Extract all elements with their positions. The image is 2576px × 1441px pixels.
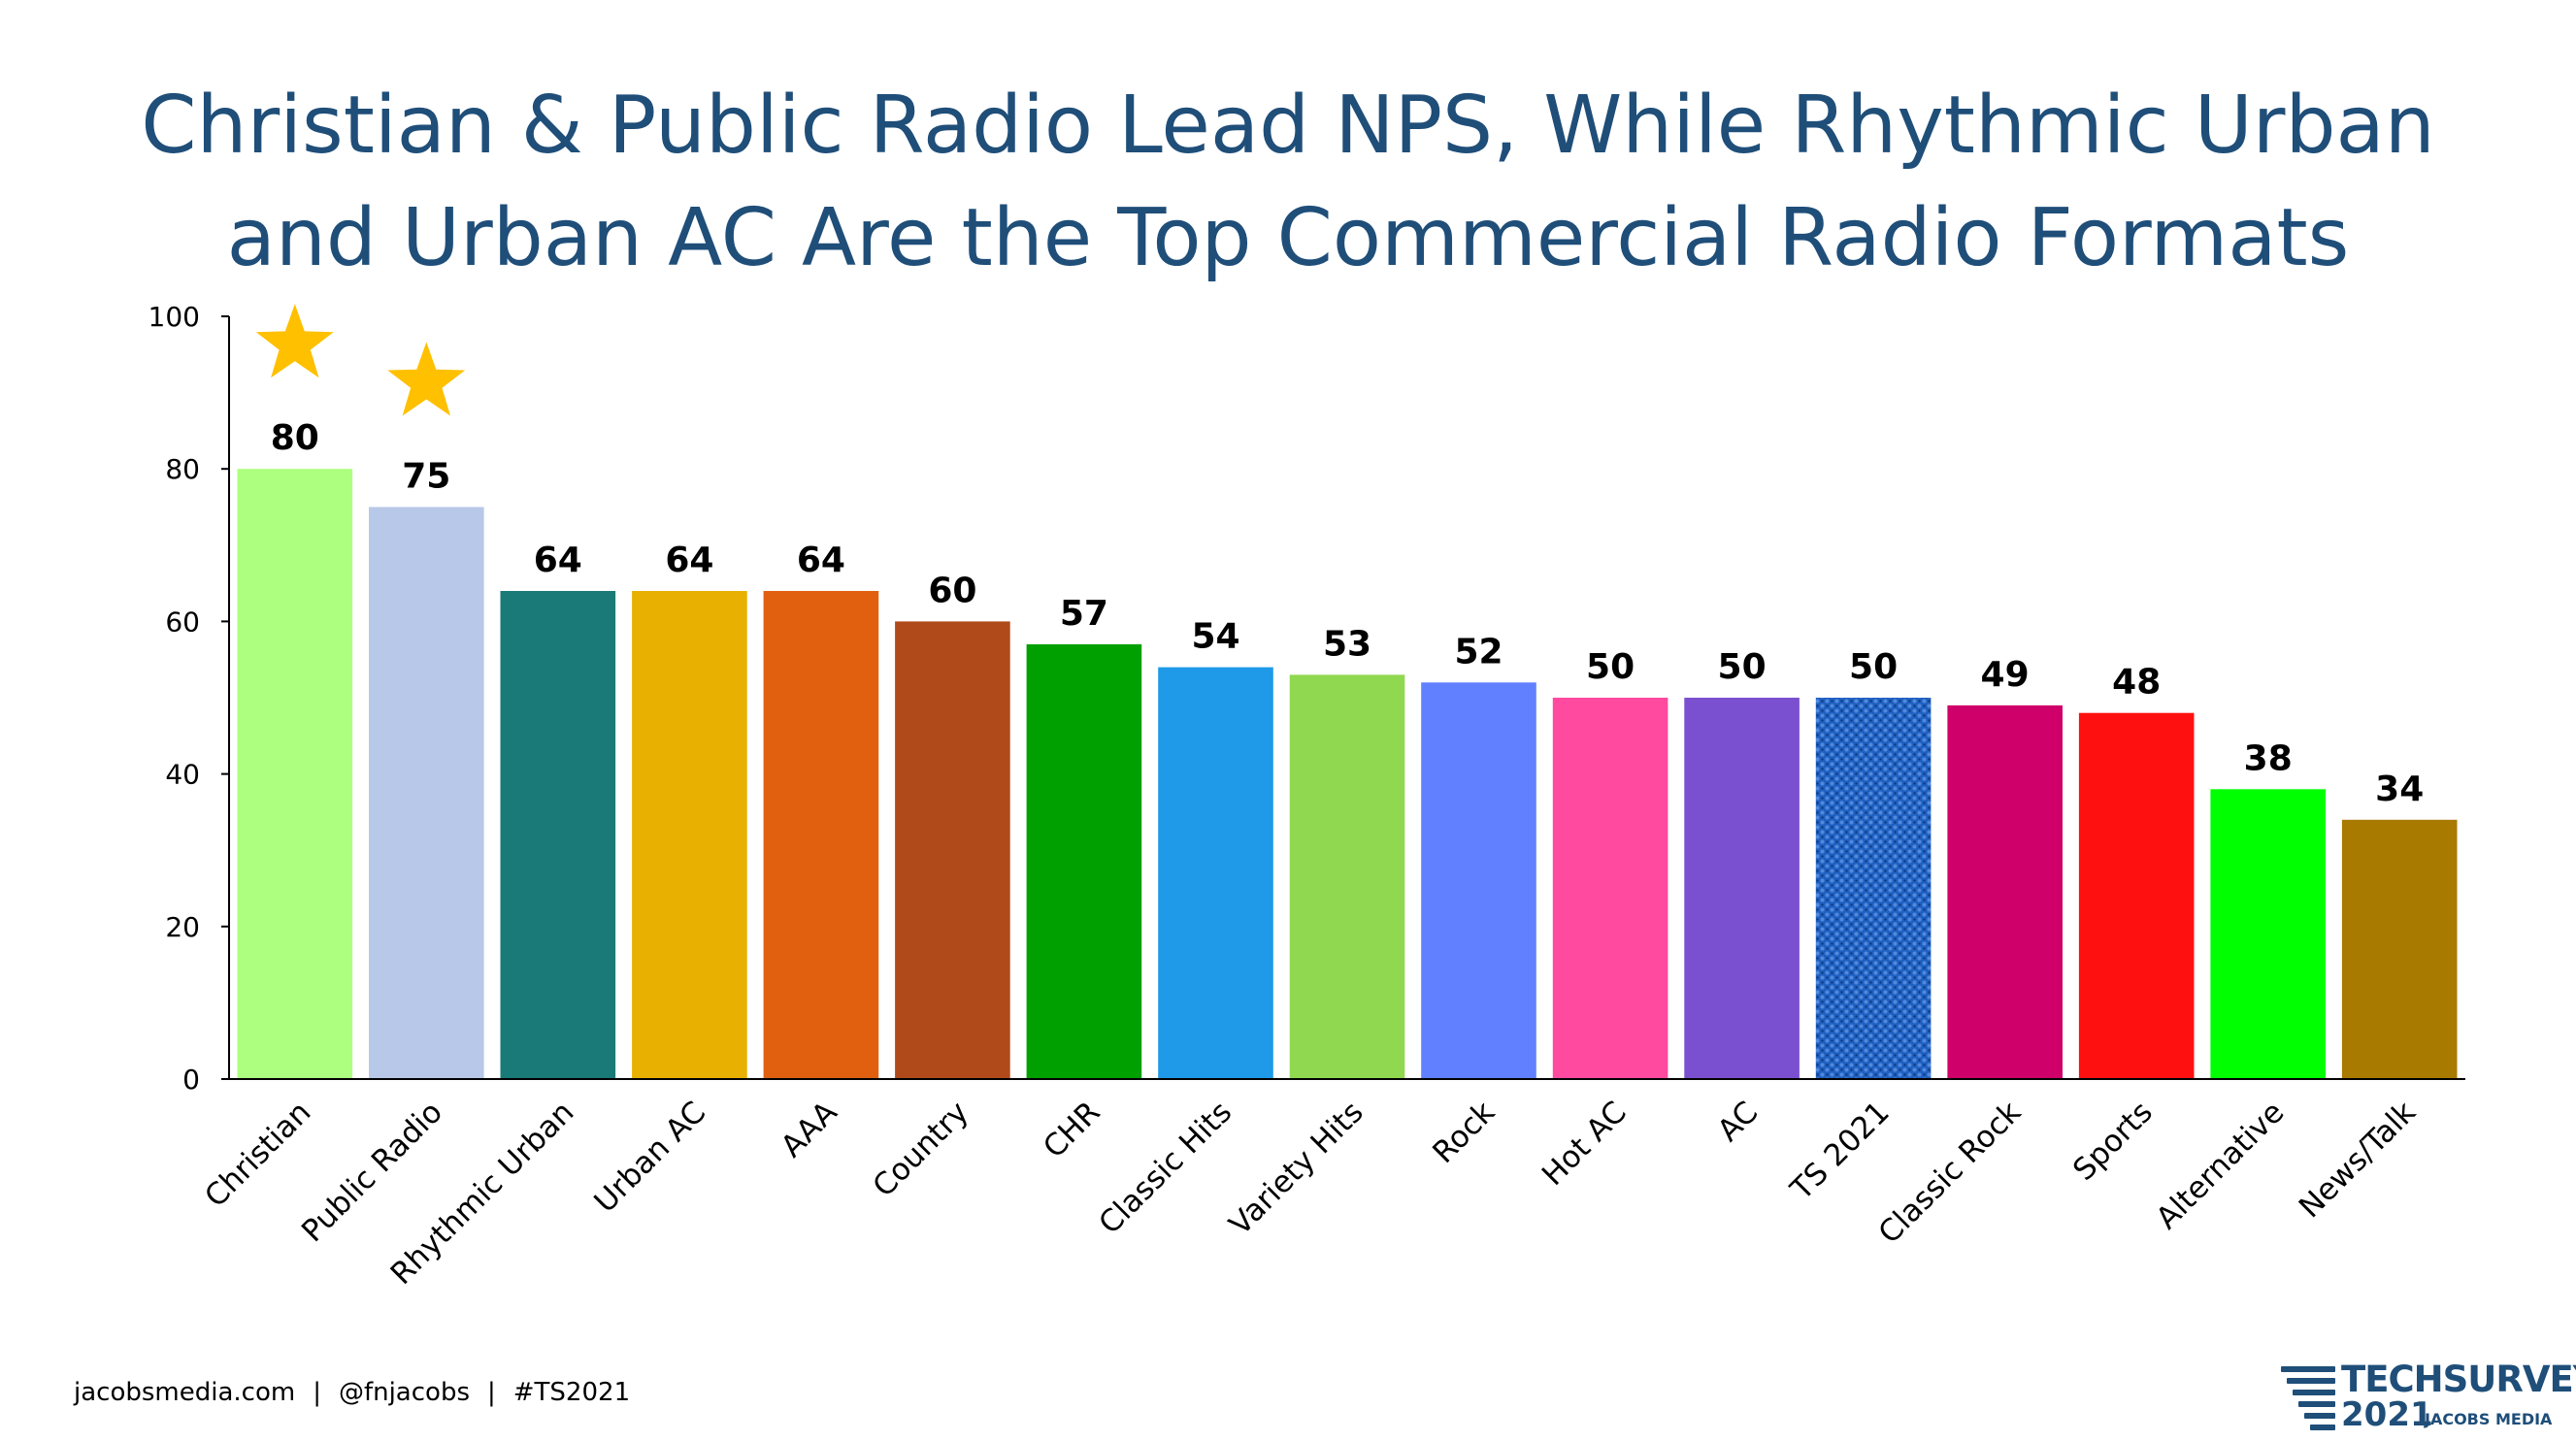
data-label-sports: 48 xyxy=(2112,663,2161,703)
data-label-rhythmic-urban: 64 xyxy=(534,540,582,580)
bar-variety-hits xyxy=(1289,674,1405,1079)
logo-brand-year: 2021 xyxy=(2341,1395,2433,1434)
footer-separator: | xyxy=(313,1378,321,1407)
techsurvey-logo: TECHSURVEY 2021 JACOBS MEDIA xyxy=(2281,1360,2576,1434)
data-label-aaa: 64 xyxy=(797,540,845,580)
bar-rhythmic-urban xyxy=(500,591,616,1079)
star-icon xyxy=(387,342,466,416)
data-label-ac: 50 xyxy=(1718,647,1767,687)
logo-brand-company: JACOBS MEDIA xyxy=(2425,1410,2553,1428)
y-tick-label: 60 xyxy=(165,606,200,638)
x-tick-label-sports: Sports xyxy=(2066,1095,2160,1188)
y-axis: 0 20 40 60 80 100 xyxy=(149,301,230,1096)
footer-separator: | xyxy=(487,1378,496,1407)
bar-sports xyxy=(2078,712,2195,1079)
bar-urban-ac xyxy=(632,591,747,1079)
x-tick-label-ts-2021: TS 2021 xyxy=(1784,1095,1897,1207)
footer-hashtag: #TS2021 xyxy=(512,1378,631,1407)
data-label-variety-hits: 53 xyxy=(1323,624,1371,664)
data-label-ts-2021: 50 xyxy=(1849,647,1898,687)
data-label-news-talk: 34 xyxy=(2375,770,2424,809)
footer: jacobsmedia.com | @fnjacobs | #TS2021 xyxy=(74,1378,630,1407)
bar-alternative xyxy=(2210,789,2326,1079)
data-label-classic-rock: 49 xyxy=(1981,655,2030,695)
x-tick-label-alternative: Alternative xyxy=(2150,1095,2292,1236)
data-label-alternative: 38 xyxy=(2244,738,2293,778)
data-label-chr: 57 xyxy=(1060,594,1108,634)
y-tick-label: 80 xyxy=(165,453,200,485)
y-tick-label: 40 xyxy=(165,759,200,791)
data-label-country: 60 xyxy=(928,571,976,610)
bar-aaa xyxy=(763,591,879,1079)
footer-website: jacobsmedia.com xyxy=(74,1378,296,1407)
data-label-hot-ac: 50 xyxy=(1586,647,1635,687)
x-tick-label-variety-hits: Variety Hits xyxy=(1223,1095,1371,1242)
x-tick-label-rock: Rock xyxy=(1426,1095,1502,1170)
chart-title-line-2: and Urban AC Are the Top Commercial Radi… xyxy=(226,192,2350,284)
logo-lines-icon xyxy=(2281,1366,2335,1430)
bar-country xyxy=(895,621,1010,1079)
star-icon xyxy=(255,304,334,378)
x-tick-label-ac: AC xyxy=(1711,1095,1765,1148)
y-tick-label: 100 xyxy=(149,301,200,333)
bars: 80 75 64 64 64 60 57 54 53 52 50 50 50 49 48 38 34 xyxy=(237,304,2458,1079)
logo-brand-name: TECHSURVEY xyxy=(2341,1359,2576,1400)
bar-ac xyxy=(1684,698,1800,1079)
x-tick-label-christian: Christian xyxy=(198,1095,317,1214)
x-tick-label-news-talk: News/Talk xyxy=(2293,1095,2423,1225)
bar-christian xyxy=(237,469,353,1079)
data-label-public-radio: 75 xyxy=(402,457,450,497)
bar-rock xyxy=(1421,682,1536,1079)
x-tick-label-aaa: AAA xyxy=(775,1095,844,1164)
footer-handle: @fnjacobs xyxy=(338,1378,470,1407)
chart-title: Christian & Public Radio Lead NPS, While… xyxy=(0,70,2576,295)
bar-classic-rock xyxy=(1947,704,2063,1079)
data-label-classic-hits: 54 xyxy=(1191,617,1239,657)
chart-title-line-1: Christian & Public Radio Lead NPS, While… xyxy=(141,80,2435,172)
data-label-rock: 52 xyxy=(1454,632,1503,671)
x-tick-label-hot-ac: Hot AC xyxy=(1536,1095,1634,1193)
y-tick-label: 0 xyxy=(182,1064,200,1096)
data-label-urban-ac: 64 xyxy=(665,540,713,580)
x-tick-label-classic-rock: Classic Rock xyxy=(1872,1095,2029,1251)
x-tick-label-urban-ac: Urban AC xyxy=(587,1095,712,1220)
bar-public-radio xyxy=(369,507,484,1079)
data-label-christian: 80 xyxy=(271,418,319,458)
x-tick-label-classic-hits: Classic Hits xyxy=(1092,1095,1238,1241)
y-tick-label: 20 xyxy=(165,911,200,943)
bar-news-talk xyxy=(2341,819,2458,1079)
bar-chart: 0 20 40 60 80 100 80 75 64 64 64 60 57 54 53 52 50 50 50 4… xyxy=(149,301,2465,1292)
bar-ts-2021 xyxy=(1815,698,1932,1079)
bar-classic-hits xyxy=(1158,667,1273,1079)
x-tick-label-country: Country xyxy=(867,1095,976,1204)
x-tick-label-chr: CHR xyxy=(1037,1095,1106,1164)
bar-hot-ac xyxy=(1552,698,1668,1079)
bar-chr xyxy=(1026,644,1142,1079)
